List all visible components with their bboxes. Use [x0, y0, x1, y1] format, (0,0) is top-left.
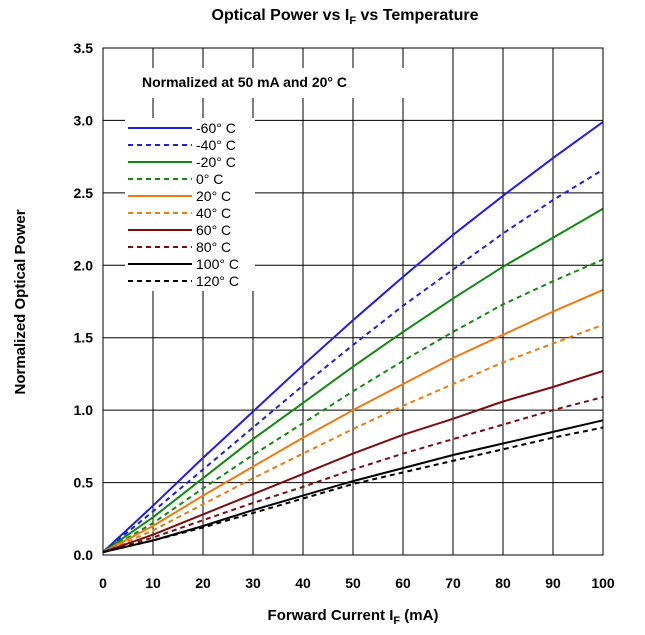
x-tick-label: 50 [345, 575, 361, 591]
y-tick-label: 2.5 [74, 185, 94, 201]
y-tick-labels: 0.0 0.5 1.0 1.5 2.0 2.5 3.0 3.5 [74, 40, 94, 563]
legend-label: 20° C [196, 188, 231, 204]
y-tick-label: 1.5 [74, 330, 94, 346]
legend-label: 100° C [196, 256, 239, 272]
y-tick-label: 1.0 [74, 402, 94, 418]
legend-label: 80° C [196, 239, 231, 255]
y-tick-label: 0.5 [74, 475, 94, 491]
x-tick-label: 40 [295, 575, 311, 591]
y-tick-label: 3.5 [74, 40, 94, 56]
x-tick-label: 100 [591, 575, 615, 591]
y-axis-label: Normalized Optical Power [12, 209, 29, 394]
legend-label: 60° C [196, 222, 231, 238]
y-tick-label: 3.0 [74, 112, 94, 128]
series-line-10 [102, 426, 604, 554]
series-line-6 [102, 323, 604, 554]
series-line-8 [102, 396, 604, 554]
x-tick-label: 10 [145, 575, 161, 591]
legend-label: -60° C [196, 120, 236, 136]
series-line-7 [102, 370, 604, 554]
legend-background [125, 118, 255, 291]
x-tick-label: 90 [545, 575, 561, 591]
legend-label: 40° C [196, 205, 231, 221]
x-tick-label: 20 [195, 575, 211, 591]
legend-label: 120° C [196, 273, 239, 289]
series-lines [102, 121, 604, 554]
series-line-5 [102, 288, 604, 553]
chart-title: Optical Power vs IF vs Temperature [212, 7, 479, 27]
y-tick-label: 0.0 [74, 547, 94, 563]
legend-label: -20° C [196, 154, 236, 170]
annotation-box [131, 68, 421, 98]
series-line-3 [102, 207, 604, 553]
y-tick-label: 2.0 [74, 257, 94, 273]
x-tick-labels: 0 10 20 30 40 50 60 70 80 90 100 [99, 575, 615, 591]
series-line-1 [102, 121, 604, 553]
legend-label: 0° C [196, 171, 223, 187]
x-tick-label: 30 [245, 575, 261, 591]
series-line-2 [102, 168, 604, 553]
x-tick-label: 80 [495, 575, 511, 591]
legend-label: -40° C [196, 137, 236, 153]
x-tick-label: 60 [395, 575, 411, 591]
series-line-9 [102, 419, 604, 554]
x-tick-label: 70 [445, 575, 461, 591]
x-tick-label: 0 [99, 575, 107, 591]
x-axis-label: Forward Current IF (mA) [268, 607, 439, 627]
plot-frame [102, 47, 604, 556]
normalization-annotation: Normalized at 50 mA and 20° C [142, 74, 347, 90]
legend: -60° C-40° C-20° C0° C20° C40° C60° C80°… [125, 118, 255, 291]
series-line-4 [102, 258, 604, 553]
